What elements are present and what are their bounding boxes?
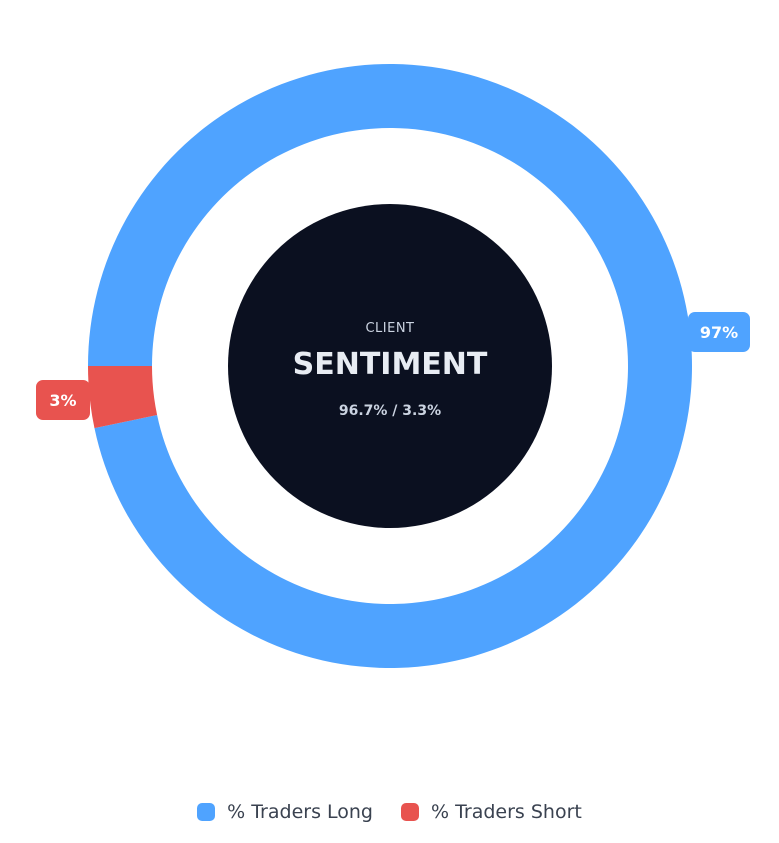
data-label-bg-long: [688, 312, 750, 352]
data-label-short: 3%: [36, 380, 90, 420]
data-label-long: 97%: [688, 312, 750, 352]
data-label-text-long: 97%: [700, 323, 738, 342]
data-label-text-short: 3%: [49, 391, 76, 410]
legend-label-long: % Traders Long: [227, 801, 373, 823]
center-disc: [228, 204, 552, 528]
legend-swatch-long: [197, 803, 216, 821]
slice-short[interactable]: [88, 366, 158, 429]
legend-item-long[interactable]: % Traders Long: [197, 801, 373, 823]
legend-label-short: % Traders Short: [430, 801, 582, 823]
center-pre-title: CLIENT: [365, 321, 414, 336]
center-subtitle: 96.7% / 3.3%: [339, 403, 441, 419]
legend-swatch-short: [400, 803, 419, 821]
donut-slices: [88, 63, 693, 668]
center-title: SENTIMENT: [293, 347, 488, 382]
legend-item-short[interactable]: % Traders Short: [400, 801, 582, 823]
chart-legend: % Traders Long % Traders Short: [0, 801, 779, 823]
data-label-bg-short: [36, 380, 90, 420]
data-labels: 97% 3%: [36, 312, 750, 420]
